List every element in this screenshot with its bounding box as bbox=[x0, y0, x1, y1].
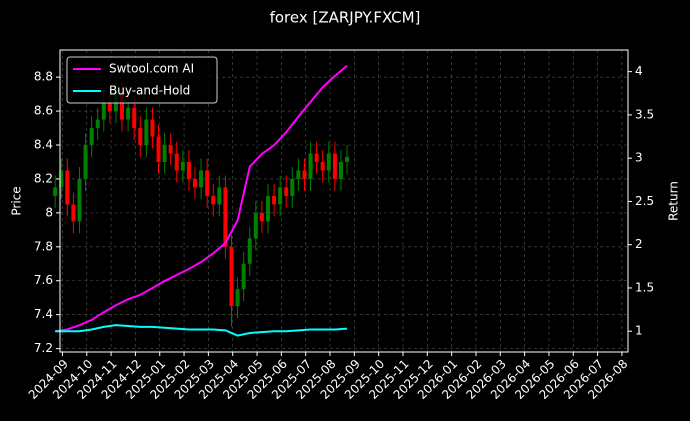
candle-body bbox=[174, 153, 179, 171]
candle-body bbox=[150, 119, 155, 137]
y2-tick-label: 4 bbox=[635, 64, 643, 78]
candle-body bbox=[59, 170, 64, 188]
y2-tick-label: 1 bbox=[635, 324, 643, 338]
candle-body bbox=[217, 187, 222, 205]
candle-body bbox=[89, 128, 94, 146]
candle-body bbox=[247, 238, 252, 264]
candle-body bbox=[345, 156, 350, 162]
candle-body bbox=[95, 119, 100, 129]
y-tick-label: 7.6 bbox=[34, 273, 53, 287]
candle-body bbox=[223, 187, 228, 247]
candle-body bbox=[296, 170, 301, 179]
chart-title: forex [ZARJPY.FXCM] bbox=[270, 9, 421, 27]
plot-frame bbox=[59, 49, 629, 353]
y2-tick-label: 2 bbox=[635, 237, 643, 251]
candle-body bbox=[156, 136, 161, 162]
candle-body bbox=[53, 187, 58, 196]
y-tick-label: 7.4 bbox=[34, 307, 53, 321]
candle-body bbox=[314, 153, 319, 162]
candle-body bbox=[186, 161, 191, 179]
candle-body bbox=[326, 153, 331, 171]
candle-body bbox=[180, 161, 185, 171]
candle-body bbox=[120, 94, 125, 120]
y2-tick-label: 1.5 bbox=[635, 280, 654, 294]
candle-body bbox=[193, 178, 198, 188]
candle-body bbox=[65, 170, 70, 205]
candle-body bbox=[332, 153, 337, 179]
y-tick-label: 8.2 bbox=[34, 171, 53, 185]
candle-body bbox=[168, 145, 173, 154]
candle-body bbox=[302, 170, 307, 179]
candle-body bbox=[241, 263, 246, 290]
candle-body bbox=[338, 161, 343, 179]
candle-body bbox=[71, 204, 76, 222]
legend-label: Swtool.com AI bbox=[109, 62, 194, 76]
candle-body bbox=[290, 178, 295, 196]
y-tick-label: 8.4 bbox=[34, 138, 53, 152]
y-tick-label: 7.2 bbox=[34, 341, 53, 355]
candle-body bbox=[107, 102, 112, 112]
line-series bbox=[54, 64, 348, 333]
candle-body bbox=[83, 145, 88, 179]
candle-body bbox=[308, 153, 313, 179]
candle-body bbox=[162, 145, 167, 162]
y2-tick-label: 3.5 bbox=[635, 107, 654, 121]
candle-body bbox=[126, 107, 131, 120]
candle-body bbox=[229, 246, 234, 307]
candle-body bbox=[144, 119, 149, 146]
legend-label: Buy-and-Hold bbox=[109, 84, 190, 98]
legend-box bbox=[66, 56, 218, 104]
candle-body bbox=[101, 102, 106, 120]
candle-body bbox=[199, 170, 204, 188]
candle-body bbox=[211, 195, 216, 205]
y-tick-label: 8.6 bbox=[34, 104, 53, 118]
candle-body bbox=[265, 195, 270, 222]
y-tick-label: 8 bbox=[45, 205, 53, 219]
candle-body bbox=[138, 128, 143, 146]
candle-body bbox=[77, 178, 82, 222]
line-series bbox=[55, 324, 348, 337]
y-tick-label: 8.8 bbox=[34, 70, 53, 84]
candle-body bbox=[253, 212, 258, 239]
y2-tick-label: 3 bbox=[635, 151, 643, 165]
candle-body bbox=[205, 170, 210, 196]
candle-body bbox=[259, 212, 264, 222]
candle-body bbox=[132, 107, 137, 129]
candle-body bbox=[320, 161, 325, 171]
y-axis-label: Price bbox=[10, 186, 24, 215]
candle-body bbox=[272, 195, 277, 205]
candle-body bbox=[235, 289, 240, 307]
y2-tick-label: 2.5 bbox=[635, 194, 654, 208]
candle-body bbox=[278, 187, 283, 205]
y2-axis-label: Return bbox=[667, 181, 681, 221]
y-tick-label: 7.8 bbox=[34, 239, 53, 253]
candle-body bbox=[284, 187, 289, 196]
